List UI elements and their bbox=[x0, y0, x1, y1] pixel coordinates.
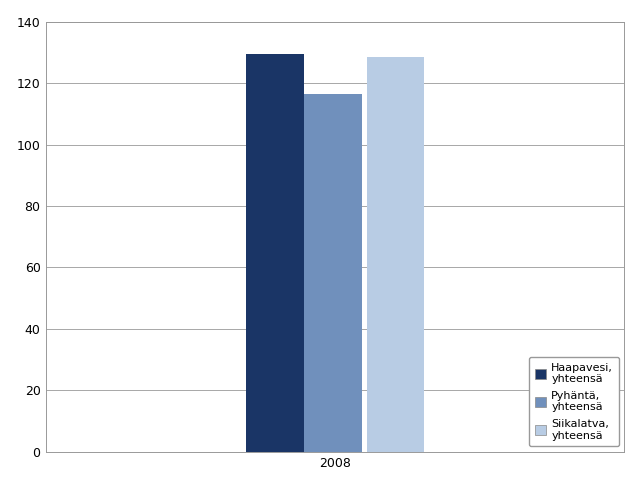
Legend: Haapavesi,
yhteensä, Pyhäntä,
yhteensä, Siikalatva,
yhteensä: Haapavesi, yhteensä, Pyhäntä, yhteensä, … bbox=[529, 357, 619, 446]
Bar bbox=[246, 54, 304, 452]
Bar bbox=[304, 94, 362, 452]
Bar bbox=[367, 57, 424, 452]
